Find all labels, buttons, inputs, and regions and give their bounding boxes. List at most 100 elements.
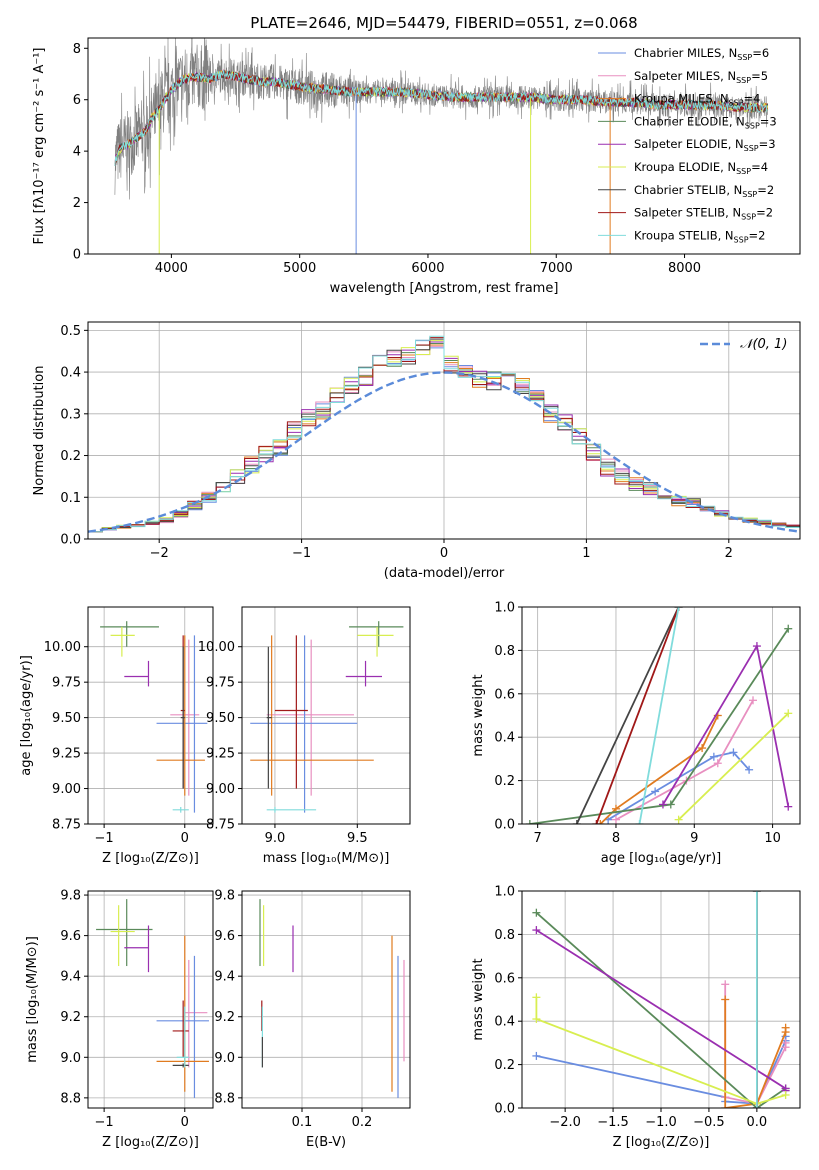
- x-tick-label: 4000: [155, 261, 188, 276]
- x-axis-label: E(B-V): [306, 1135, 346, 1150]
- panel-1: 4000 5000 6000 7000 8000 0 2 4 6 8 wavelength [Ang…: [32, 37, 801, 296]
- y-tick-label: 0.8: [494, 928, 515, 943]
- y-tick-label: 0.6: [494, 971, 515, 986]
- x-axis-label: Z [log₁₀(Z/Z⊙)]: [102, 851, 199, 866]
- x-tick-label: 9.5: [347, 831, 368, 846]
- legend-text: Salpeter ELODIE, N: [634, 137, 744, 151]
- legend-subscript: SSP: [734, 235, 749, 244]
- y-axis-label: age [log₁₀(age/yr)]: [19, 655, 34, 776]
- legend-subscript: SSP: [736, 167, 751, 176]
- mass-weight-line-chab_stelib: [575, 607, 680, 824]
- y-axis-label: mass weight: [471, 674, 486, 756]
- y-tick-label: 4: [73, 145, 81, 160]
- y-tick-label: 1.0: [494, 885, 515, 900]
- x-tick-label: 10: [764, 831, 781, 846]
- legend-subscript: SSP: [744, 144, 759, 153]
- x-axis-label: age [log₁₀(age/yr)]: [601, 851, 722, 866]
- y-tick-label: 0.4: [60, 366, 81, 381]
- y-tick-label: 8.8: [60, 1091, 81, 1106]
- legend-label-krou_stelib: Kroupa STELIB, NSSP=2: [634, 228, 765, 244]
- legend-label-chab_stelib: Chabrier STELIB, NSSP=2: [634, 183, 774, 199]
- y-tick-label: 9.00: [52, 782, 81, 797]
- x-tick-label: 0: [440, 546, 448, 561]
- x-tick-label: −2: [150, 546, 169, 561]
- panel-2: −2 −1 0 1 2 0.0 0.1 0.2 0.3 0.4 0.5 (data-model)/er…: [32, 321, 801, 581]
- y-tick-label: 6: [73, 93, 81, 108]
- legend-count: =4: [751, 160, 768, 174]
- legend-count: =4: [744, 92, 761, 106]
- legend-label-krou_miles: Kroupa MILES, NSSP=4: [634, 92, 760, 108]
- x-tick-label: 0: [181, 1115, 189, 1130]
- mass-weight-line-krou_elodie: [535, 997, 786, 1105]
- y-tick-label: 9.2: [60, 1010, 81, 1025]
- legend-subscript: SSP: [741, 213, 756, 222]
- plot-area: [525, 607, 793, 824]
- y-tick-label: 0.0: [60, 533, 81, 548]
- y-tick-label: 9.6: [60, 929, 81, 944]
- x-tick-label: 8000: [668, 261, 701, 276]
- mass-weight-line-krou_stelib: [638, 607, 680, 824]
- x-tick-label: 5000: [283, 261, 316, 276]
- y-tick-label: 9.4: [60, 970, 81, 985]
- legend-text: Chabrier STELIB, N: [634, 183, 742, 197]
- panel-7: 0.1 0.2 8.8 9.0 9.2 9.4 9.6 9.8 E(B-V): [214, 889, 411, 1150]
- mass-weight-line-krou_elodie: [677, 712, 789, 821]
- y-axis-label: Normed distribution: [32, 366, 47, 496]
- legend-subscript: SSP: [736, 76, 751, 85]
- plot-area: [532, 891, 790, 1108]
- legend-subscript: SSP: [745, 121, 760, 130]
- legend-text: Salpeter MILES, N: [634, 69, 736, 83]
- x-axis-label: (data-model)/error: [384, 566, 505, 581]
- y-tick-label: 8.8: [214, 1091, 235, 1106]
- legend-subscript: SSP: [742, 190, 757, 199]
- plot-area: [259, 899, 405, 1098]
- x-tick-label: −1.0: [645, 1115, 677, 1130]
- y-tick-label: 9.8: [60, 889, 81, 904]
- y-tick-label: 9.00: [206, 782, 235, 797]
- y-tick-label: 10.00: [44, 640, 81, 655]
- x-tick-label: 9.0: [265, 831, 286, 846]
- x-tick-label: −0.5: [693, 1115, 725, 1130]
- figure-title: PLATE=2646, MJD=54479, FIBERID=0551, z=0…: [250, 14, 637, 32]
- legend-count: =2: [756, 206, 773, 220]
- y-tick-label: 9.0: [60, 1051, 81, 1066]
- x-axis-label: wavelength [Angstrom, rest frame]: [330, 281, 559, 296]
- legend-text: Kroupa ELODIE, N: [634, 160, 736, 174]
- legend-label-chab_elodie: Chabrier ELODIE, NSSP=3: [634, 114, 777, 130]
- axes-frame: [521, 606, 801, 825]
- x-axis-label: Z [log₁₀(Z/Z⊙)]: [613, 1135, 710, 1150]
- x-tick-label: 2: [725, 546, 733, 561]
- y-axis-label: Flux [fλ10⁻¹⁷ erg cm⁻² s⁻¹ A⁻¹]: [32, 48, 47, 245]
- y-axis-label: mass [log₁₀(M/M⊙)]: [25, 936, 40, 1063]
- axes-frame: [87, 890, 214, 1109]
- mass-weight-line-krou_miles: [724, 999, 787, 1108]
- y-tick-label: 0.2: [494, 1058, 515, 1073]
- panel-8: −2.0 −1.5 −1.0 −0.5 0.0 0.0 0.2 0.4 0.6 0.8 1.0 Z […: [471, 885, 801, 1150]
- x-tick-label: 0.0: [747, 1115, 768, 1130]
- legend-text: Salpeter STELIB, N: [634, 206, 741, 220]
- x-tick-label: 0: [181, 831, 189, 846]
- panel-6: −1 0 8.8 9.0 9.2 9.4 9.6 9.8 Z [log₁₀(Z/Z⊙)] mass…: [25, 889, 214, 1150]
- y-tick-label: 10.00: [198, 640, 235, 655]
- legend-count: =2: [749, 228, 766, 242]
- y-tick-label: 0.0: [494, 818, 515, 833]
- legend-count: =5: [751, 69, 768, 83]
- x-tick-label: 6000: [411, 261, 444, 276]
- x-tick-label: 7: [534, 831, 542, 846]
- x-tick-label: 0.2: [352, 1115, 373, 1130]
- y-tick-label: 0.8: [494, 644, 515, 659]
- x-tick-label: 8: [612, 831, 620, 846]
- y-tick-label: 9.6: [214, 929, 235, 944]
- axes-frame: [241, 890, 411, 1109]
- legend-count: =2: [757, 183, 774, 197]
- x-tick-label: 7000: [540, 261, 573, 276]
- legend-count: =3: [759, 137, 776, 151]
- legend-label-salp_miles: Salpeter MILES, NSSP=5: [634, 69, 768, 85]
- legend-text: Kroupa MILES, N: [634, 92, 729, 106]
- plot-area: [88, 335, 800, 533]
- axes-frame: [241, 606, 411, 825]
- y-tick-label: 0.2: [60, 449, 81, 464]
- y-tick-label: 0.6: [494, 687, 515, 702]
- y-tick-label: 0.3: [60, 407, 81, 422]
